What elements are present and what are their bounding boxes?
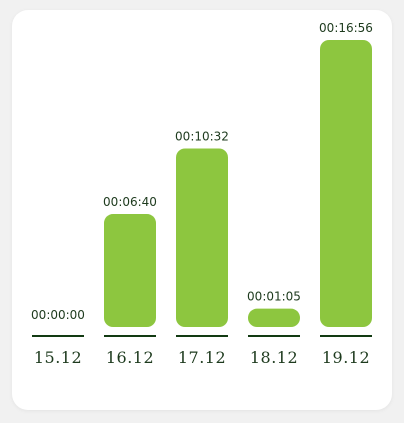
category-label-15.12: 15.12 <box>34 348 82 367</box>
bar-17.12 <box>176 148 228 327</box>
category-label-17.12: 17.12 <box>178 348 226 367</box>
value-label-17.12: 00:10:32 <box>175 129 229 143</box>
value-label-18.12: 00:01:05 <box>247 290 301 304</box>
bar-18.12 <box>248 308 300 327</box>
value-label-15.12: 00:00:00 <box>31 308 85 322</box>
bar-19.12 <box>320 40 372 327</box>
bar-16.12 <box>104 214 156 327</box>
category-label-16.12: 16.12 <box>106 348 154 367</box>
category-label-18.12: 18.12 <box>250 348 298 367</box>
bars-layer: 00:00:00 15.12 00:06:40 16.12 00:10:32 17.12 0… <box>31 21 373 367</box>
value-label-16.12: 00:06:40 <box>103 195 157 209</box>
value-label-19.12: 00:16:56 <box>319 21 373 35</box>
category-label-19.12: 19.12 <box>322 348 370 367</box>
